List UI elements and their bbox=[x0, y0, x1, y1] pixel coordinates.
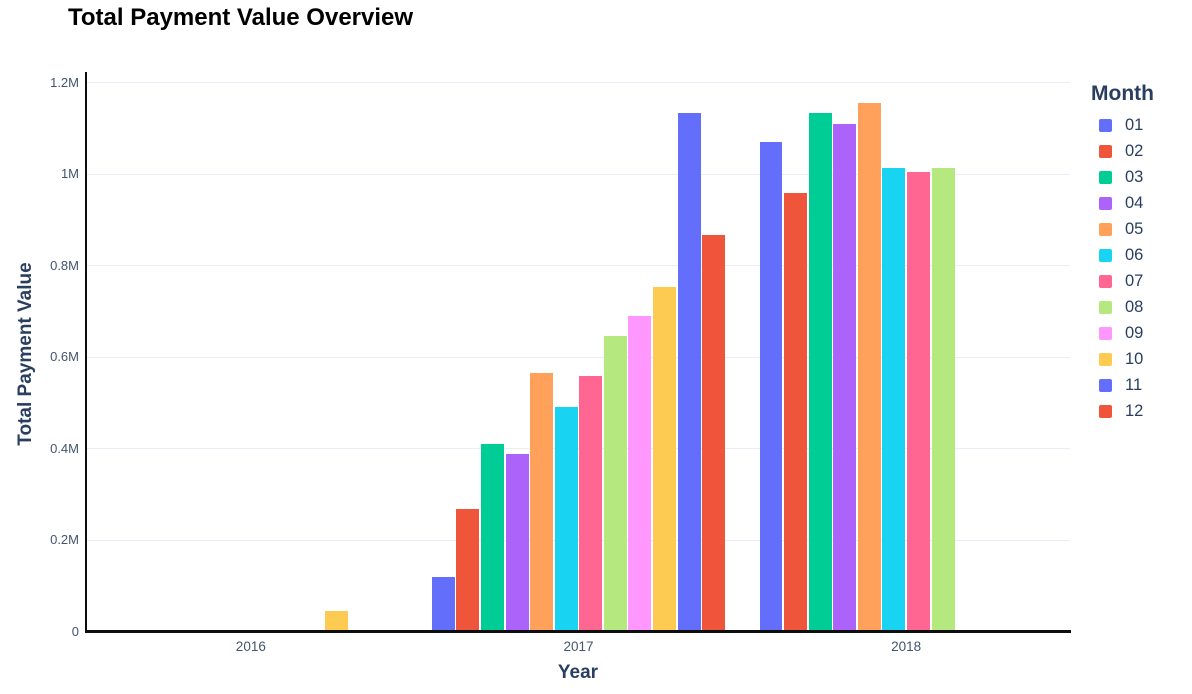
bar-2017-03[interactable] bbox=[481, 444, 504, 632]
legend-swatch-icon bbox=[1099, 196, 1112, 210]
legend-item-12[interactable]: 12 bbox=[1088, 398, 1154, 424]
y-tick-label: 0.8M bbox=[50, 257, 79, 273]
y-tick-label: 1.2M bbox=[50, 74, 79, 90]
bar-2017-10[interactable] bbox=[653, 286, 676, 632]
gridline bbox=[87, 265, 1070, 267]
legend-swatch-icon bbox=[1099, 300, 1112, 314]
bar-2018-04[interactable] bbox=[833, 123, 857, 632]
gridline bbox=[87, 539, 1070, 541]
bar-2017-06[interactable] bbox=[554, 406, 578, 632]
y-tick-label: 0.4M bbox=[50, 440, 79, 456]
x-tick-label: 2017 bbox=[563, 639, 594, 654]
legend-item-10[interactable]: 10 bbox=[1088, 346, 1154, 372]
y-tick-label: 1M bbox=[60, 166, 79, 182]
legend-item-01[interactable]: 01 bbox=[1088, 112, 1154, 138]
x-tick-label: 2016 bbox=[235, 639, 266, 654]
legend-items: 01 02 03 04 05 06 07 08 09 10 11 12 bbox=[1088, 112, 1154, 424]
legend-swatch-icon bbox=[1099, 222, 1112, 236]
legend-item-label: 06 bbox=[1125, 245, 1144, 264]
legend-item-label: 08 bbox=[1125, 297, 1144, 316]
legend-item-07[interactable]: 07 bbox=[1088, 268, 1154, 294]
legend-item-label: 03 bbox=[1125, 167, 1144, 186]
bar-2018-08[interactable] bbox=[931, 168, 955, 632]
y-tick-label: 0.6M bbox=[50, 349, 79, 365]
bar-2017-09[interactable] bbox=[628, 315, 652, 632]
bar-2018-01[interactable] bbox=[759, 142, 783, 632]
bar-2018-07[interactable] bbox=[906, 171, 930, 632]
bar-2017-08[interactable] bbox=[603, 336, 627, 632]
bar-2017-02[interactable] bbox=[456, 508, 480, 632]
bar-2017-12[interactable] bbox=[702, 234, 726, 632]
legend-item-label: 10 bbox=[1125, 349, 1144, 368]
legend-swatch-icon bbox=[1099, 404, 1112, 418]
legend-item-label: 04 bbox=[1125, 193, 1144, 212]
legend-swatch-icon bbox=[1099, 274, 1112, 288]
legend-item-label: 07 bbox=[1125, 271, 1144, 290]
chart-title: Total Payment Value Overview bbox=[68, 4, 414, 31]
legend-item-label: 11 bbox=[1125, 375, 1143, 394]
x-tick-label: 2018 bbox=[891, 639, 922, 654]
bar-2017-07[interactable] bbox=[579, 376, 603, 632]
legend-swatch-icon bbox=[1099, 170, 1112, 184]
legend-item-label: 05 bbox=[1125, 219, 1144, 238]
legend-item-04[interactable]: 04 bbox=[1088, 190, 1154, 216]
gridline bbox=[87, 356, 1070, 358]
bar-2017-04[interactable] bbox=[505, 454, 529, 632]
legend-item-label: 09 bbox=[1125, 323, 1144, 342]
y-axis-line bbox=[85, 72, 87, 633]
legend-item-02[interactable]: 02 bbox=[1088, 138, 1154, 164]
legend: Month 01 02 03 04 05 06 07 08 09 10 11 12 bbox=[1088, 82, 1154, 424]
legend-swatch-icon bbox=[1099, 378, 1112, 392]
legend-title: Month bbox=[1091, 82, 1154, 105]
bar-2016-10[interactable] bbox=[325, 611, 349, 632]
legend-swatch-icon bbox=[1099, 144, 1112, 158]
x-axis-line bbox=[85, 630, 1071, 633]
legend-item-label: 01 bbox=[1125, 115, 1144, 134]
y-tick-label: 0.2M bbox=[50, 532, 79, 548]
legend-item-09[interactable]: 09 bbox=[1088, 320, 1154, 346]
gridline bbox=[87, 448, 1070, 450]
legend-item-05[interactable]: 05 bbox=[1088, 216, 1154, 242]
legend-item-06[interactable]: 06 bbox=[1088, 242, 1154, 268]
legend-swatch-icon bbox=[1099, 352, 1112, 366]
bar-2018-02[interactable] bbox=[784, 193, 808, 632]
legend-item-11[interactable]: 11 bbox=[1088, 372, 1154, 398]
bar-2018-05[interactable] bbox=[857, 103, 881, 632]
legend-item-08[interactable]: 08 bbox=[1088, 294, 1154, 320]
legend-item-label: 12 bbox=[1125, 401, 1144, 420]
gridline bbox=[87, 173, 1070, 175]
gridline bbox=[87, 82, 1070, 84]
x-axis-title: Year bbox=[557, 662, 599, 683]
bar-2017-01[interactable] bbox=[431, 577, 455, 632]
bar-2017-05[interactable] bbox=[530, 372, 554, 632]
bar-2017-11[interactable] bbox=[677, 113, 701, 632]
bar-2018-03[interactable] bbox=[808, 113, 832, 632]
bar-2018-06[interactable] bbox=[882, 167, 906, 632]
legend-item-label: 02 bbox=[1125, 141, 1144, 160]
y-tick-label: 0 bbox=[71, 624, 79, 639]
legend-swatch-icon bbox=[1099, 118, 1112, 132]
legend-item-03[interactable]: 03 bbox=[1088, 164, 1154, 190]
legend-swatch-icon bbox=[1099, 248, 1112, 262]
legend-swatch-icon bbox=[1099, 326, 1112, 340]
